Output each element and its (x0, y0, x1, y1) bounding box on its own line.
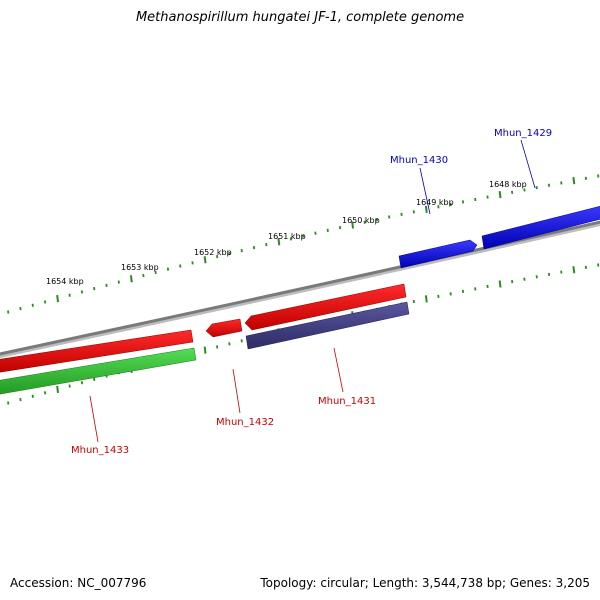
outer-track-major-tick (351, 221, 354, 229)
outer-track-major-tick (498, 191, 502, 199)
outer-track-major-tick (56, 294, 59, 303)
gene-mhun-1429[interactable] (481, 205, 600, 250)
scale-label-1654: 1654 kbp (46, 277, 84, 286)
inner-track-major-tick (424, 295, 428, 303)
genome-backbone (0, 220, 600, 356)
outer-track-major-tick (424, 205, 428, 213)
gene-label-mhun-1430[interactable]: Mhun_1430 (390, 155, 448, 166)
outer-track-major-tick (129, 275, 133, 283)
tick-track-outer (7, 174, 600, 314)
map-title: Methanospirillum hungatei JF-1, complete… (135, 10, 465, 25)
scale-label-1653: 1653 kbp (121, 263, 159, 272)
feature-green-mhun-1433[interactable] (0, 347, 197, 395)
outer-track-major-tick (203, 256, 207, 264)
scale-label-1651: 1651 kbp (268, 232, 306, 241)
scale-labels: 1654 kbp 1653 kbp 1652 kbp 1651 kbp 1650… (46, 180, 527, 286)
gene-label-mhun-1431[interactable]: Mhun_1431 (318, 396, 376, 407)
label-leaders (89, 139, 536, 443)
forward-genes (398, 205, 600, 269)
scale-label-1652: 1652 kbp (194, 248, 232, 257)
scale-label-1648: 1648 kbp (489, 180, 527, 189)
scale-label-1650: 1650 kbp (342, 216, 380, 225)
reverse-genes (0, 283, 407, 373)
gene-mhun-1431[interactable] (244, 283, 407, 331)
gene-mhun-1430[interactable] (398, 239, 478, 269)
genome-summary-text: Topology: circular; Length: 3,544,738 bp… (260, 576, 590, 590)
outer-track-major-tick (572, 177, 576, 185)
gene-label-mhun-1432[interactable]: Mhun_1432 (216, 417, 274, 428)
gene-mhun-1432[interactable] (205, 318, 243, 338)
inner-track-major-tick (56, 385, 59, 394)
gene-labels: Mhun_1430 Mhun_1429 Mhun_1433 Mhun_1432 … (71, 128, 552, 456)
genome-backbone-shadow (0, 222, 600, 358)
inner-track-major-tick (203, 346, 207, 354)
accession-text: Accession: NC_007796 (10, 576, 147, 590)
outer-track-major-tick (277, 238, 281, 246)
inner-track-major-tick (498, 280, 502, 288)
scale-label-1649: 1649 kbp (416, 198, 454, 207)
gene-label-mhun-1429[interactable]: Mhun_1429 (494, 128, 552, 139)
gene-mhun-1433[interactable] (0, 329, 194, 373)
gene-label-mhun-1433[interactable]: Mhun_1433 (71, 445, 129, 456)
inner-track-major-tick (572, 266, 576, 274)
feature-purple-mhun-1431[interactable] (245, 301, 410, 350)
